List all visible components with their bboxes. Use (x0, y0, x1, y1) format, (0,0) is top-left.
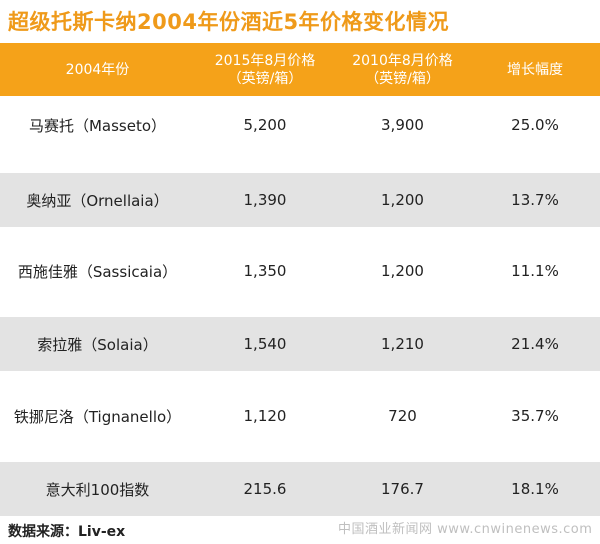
price-2010: 3,900 (381, 116, 424, 134)
table-row: 西施佳雅（Sassicaia） 1,350 1,200 11.1% (0, 244, 600, 298)
growth-rate: 21.4% (511, 335, 559, 353)
header-unit: （英镑/箱） (365, 70, 440, 87)
growth-rate: 35.7% (511, 407, 559, 425)
table-row: 意大利100指数 215.6 176.7 18.1% (0, 462, 600, 516)
price-2015: 1,350 (243, 262, 287, 280)
price-2015: 1,540 (243, 335, 287, 353)
price-2010: 1,210 (381, 335, 424, 353)
table-title: 超级托斯卡纳2004年份酒近5年价格变化情况 (8, 10, 450, 34)
price-2015: 1,120 (243, 407, 287, 425)
header-unit: （英镑/箱） (227, 70, 303, 87)
growth-rate: 25.0% (511, 116, 559, 134)
header-text: 2010年8月价格 (352, 52, 453, 69)
header-text: 2015年8月价格 (214, 52, 316, 69)
growth-rate: 13.7% (511, 191, 559, 209)
table-row: 索拉雅（Solaia） 1,540 1,210 21.4% (0, 317, 600, 371)
wine-name: 奥纳亚（Ornellaia） (26, 191, 169, 210)
price-2010: 1,200 (381, 262, 424, 280)
data-source: 数据来源：Liv-ex (8, 524, 126, 540)
header-text: 2004年份 (65, 61, 130, 78)
wine-name: 铁挪尼洛（Tignanello） (13, 407, 182, 426)
table-row: 铁挪尼洛（Tignanello） 1,120 720 35.7% (0, 389, 600, 443)
header-cell-price-2015: 2015年8月价格 （英镑/箱） (195, 43, 335, 96)
price-2010: 1,200 (381, 191, 424, 209)
growth-rate: 11.1% (511, 262, 559, 280)
table-row: 奥纳亚（Ornellaia） 1,390 1,200 13.7% (0, 173, 600, 227)
wine-name: 西施佳雅（Sassicaia） (17, 262, 178, 281)
header-cell-growth: 增长幅度 (470, 43, 600, 96)
watermark: 中国酒业新闻网 www.cnwinenews.com (338, 522, 593, 537)
growth-rate: 18.1% (511, 480, 559, 498)
table-row: 马赛托（Masseto） 5,200 3,900 25.0% (0, 98, 600, 152)
wine-name: 索拉雅（Solaia） (37, 335, 158, 354)
price-2010: 176.7 (381, 480, 424, 498)
table-header: 2004年份 2015年8月价格 （英镑/箱） 2010年8月价格 （英镑/箱）… (0, 43, 600, 96)
price-2010: 720 (388, 407, 417, 425)
price-2015: 1,390 (243, 191, 287, 209)
header-cell-vintage: 2004年份 (0, 43, 195, 96)
wine-name: 马赛托（Masseto） (28, 116, 167, 135)
price-2015: 5,200 (243, 116, 287, 134)
header-cell-price-2010: 2010年8月价格 （英镑/箱） (335, 43, 470, 96)
wine-name: 意大利100指数 (45, 480, 150, 499)
price-2015: 215.6 (243, 480, 287, 498)
header-text: 增长幅度 (507, 61, 563, 78)
